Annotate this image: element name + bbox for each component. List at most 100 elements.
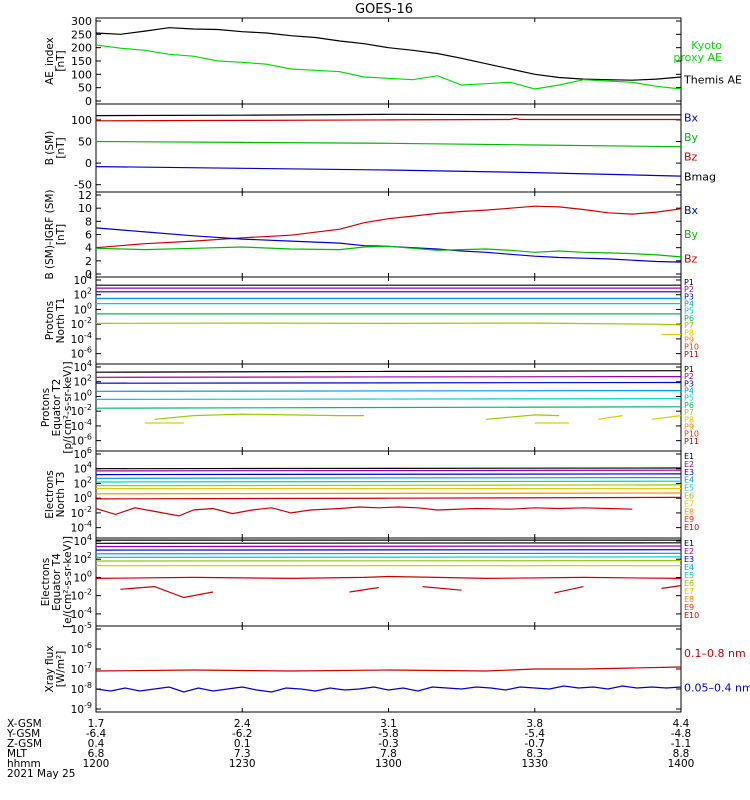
legend-entry: 0.1–0.8 nm — [684, 647, 746, 660]
legend-entry: P11 — [684, 437, 699, 446]
y-axis-label: Protons — [40, 388, 52, 427]
series-line — [95, 140, 682, 148]
footer-value: 8.8 — [673, 748, 690, 760]
y-tick-label: 300 — [71, 15, 92, 28]
series-line — [95, 245, 682, 258]
y-tick-label: 8 — [85, 215, 92, 228]
series-line — [95, 545, 682, 548]
series-line — [95, 666, 682, 672]
y-tick-label: 104 — [74, 359, 92, 374]
footer-value: 3.8 — [526, 718, 543, 730]
panel-frame — [95, 450, 682, 539]
series-line — [95, 205, 682, 249]
y-axis-label: [nT] — [55, 137, 67, 158]
footer-row-label: Z-GSM — [7, 738, 42, 750]
series-line — [95, 556, 682, 559]
legend-entry: Bmag — [684, 170, 716, 183]
legend-entry: P5 — [684, 307, 694, 316]
series-line — [95, 496, 682, 500]
y-tick-label: 102 — [74, 551, 92, 566]
y-axis-label: [e/(cm²-s-sr-keV)] — [62, 536, 74, 628]
footer-value: -0.3 — [378, 738, 399, 750]
y-tick-label: 200 — [71, 42, 92, 55]
footer-value: 0.4 — [88, 738, 105, 750]
y-axis-label: [W/m²] — [55, 651, 67, 688]
y-tick-label: 10-2 — [71, 505, 92, 520]
footer-value: 0.1 — [234, 738, 251, 750]
legend-entry: P5 — [684, 394, 694, 403]
legend-entry: Themis AE — [683, 73, 742, 86]
y-tick-label: 10-6 — [71, 346, 92, 361]
footer-row-label: hhmm — [7, 758, 41, 770]
legend-entry: P2 — [684, 372, 694, 381]
series-line — [95, 398, 682, 400]
footer-value: 7.3 — [234, 748, 251, 760]
y-tick-label: 104 — [74, 272, 92, 287]
series-line — [95, 381, 682, 384]
legend-entry: E2 — [684, 547, 694, 556]
legend-entry: P1 — [684, 278, 694, 287]
legend-entry: E6 — [684, 492, 694, 501]
series-line — [598, 415, 623, 420]
footer-value: 7.8 — [380, 748, 397, 760]
y-tick-label: 100 — [74, 301, 92, 316]
y-axis-label: [nT] — [55, 50, 67, 71]
footer-value: 3.1 — [380, 718, 397, 730]
y-tick-label: 150 — [71, 55, 92, 68]
footer-date: 2021 May 25 — [7, 768, 75, 780]
panel-1: -50 0 50 100 B (SM) [nT] Bx By Bz Bmag — [44, 103, 716, 193]
series-line — [95, 376, 682, 378]
y-tick-label: -50 — [74, 179, 92, 192]
y-tick-label: 6 — [85, 229, 92, 242]
series-line — [95, 166, 682, 177]
legend-entry: E4 — [684, 563, 694, 572]
y-tick-label: 0 — [85, 268, 92, 281]
series-line — [154, 413, 365, 420]
series-line — [651, 415, 682, 420]
y-tick-label: 10-5 — [71, 621, 92, 636]
legend-entry: P4 — [684, 300, 694, 309]
footer-value: -5.8 — [378, 728, 399, 740]
series-line — [95, 484, 682, 487]
series-line — [661, 585, 682, 589]
legend-entry: E3 — [684, 468, 694, 477]
series-line — [422, 586, 462, 591]
legend-entry: E7 — [684, 587, 694, 596]
series-line — [95, 117, 681, 122]
footer-value: 1400 — [668, 758, 695, 770]
series-line — [120, 586, 155, 590]
series-line — [95, 469, 682, 472]
legend-entry: P9 — [684, 422, 694, 431]
legend-entry: By — [684, 228, 699, 241]
legend-entry: Bx — [684, 204, 699, 217]
series-line — [95, 227, 682, 263]
y-tick-label: 10-4 — [71, 418, 92, 433]
legend-entry: E9 — [684, 515, 694, 524]
legend-entry: E10 — [684, 611, 699, 620]
y-axis-label: B (SM) — [44, 131, 56, 165]
series-line — [95, 542, 682, 544]
y-tick-label: 10 — [78, 202, 92, 215]
series-line — [95, 322, 682, 326]
footer-value: -6.2 — [232, 728, 253, 740]
series-line — [95, 390, 682, 392]
legend-entry: E3 — [684, 555, 694, 564]
y-tick-label: 10-4 — [71, 520, 92, 535]
y-axis-label: Electrons — [40, 558, 52, 607]
footer-value: -1.1 — [671, 738, 692, 750]
y-tick-label: 0 — [85, 157, 92, 170]
legend-entry: P8 — [684, 328, 694, 337]
y-tick-label: 10-4 — [71, 331, 92, 346]
y-tick-label: 100 — [74, 388, 92, 403]
legend-entry: P1 — [684, 365, 694, 374]
y-tick-label: 10-2 — [71, 316, 92, 331]
series-line — [95, 44, 682, 90]
y-tick-label: 102 — [74, 374, 92, 389]
